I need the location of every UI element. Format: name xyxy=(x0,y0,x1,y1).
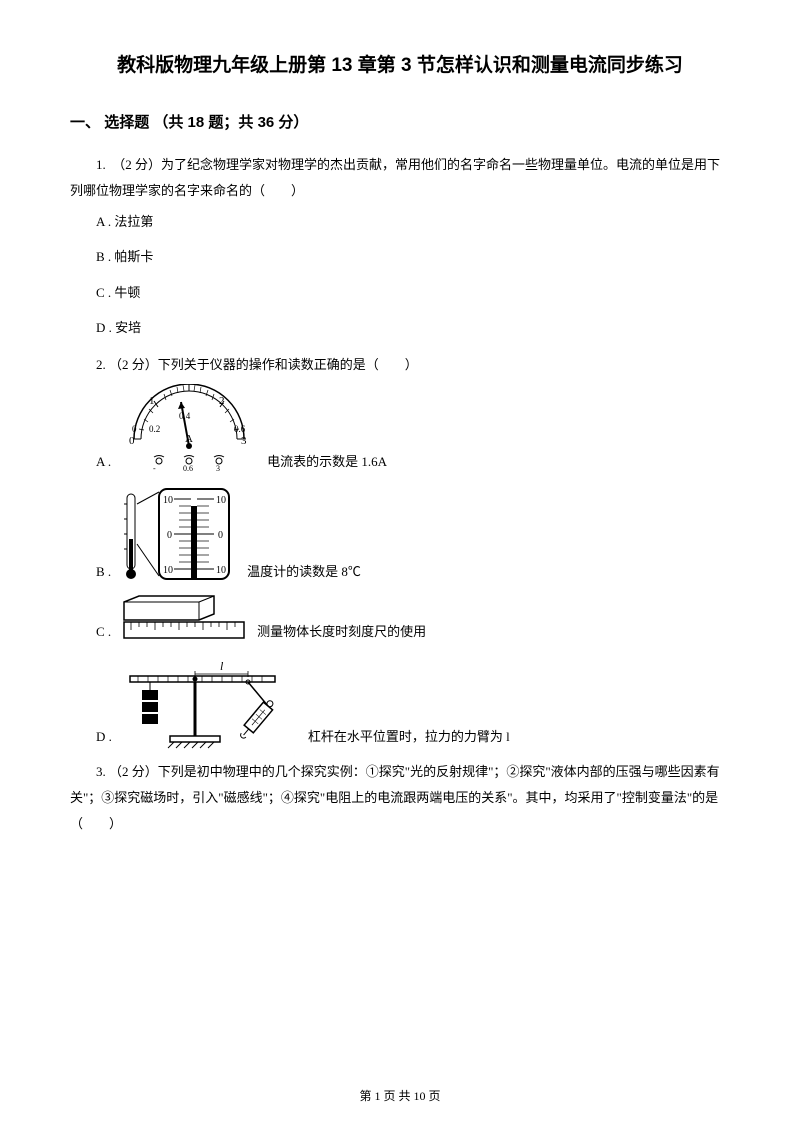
question-1-text: 为了纪念物理学家对物理学的杰出贡献，常用他们的名字命名一些物理量单位。电流的单位… xyxy=(70,157,720,198)
q2-option-d: D . xyxy=(70,654,730,749)
thermometer-icon: 10 10 0 0 10 10 xyxy=(119,484,239,584)
svg-text:0: 0 xyxy=(129,435,135,447)
svg-text:0.2: 0.2 xyxy=(149,424,160,434)
q2-option-b-text: 温度计的读数是 8℃ xyxy=(247,561,361,584)
q1-option-c: C . 牛顿 xyxy=(70,281,730,304)
question-1: 1. （2 分）为了纪念物理学家对物理学的杰出贡献，常用他们的名字命名一些物理量… xyxy=(70,152,730,204)
q2-option-a-label: A . xyxy=(96,454,111,474)
q2-option-c-text: 测量物体长度时刻度尺的使用 xyxy=(257,621,426,644)
svg-text:-: - xyxy=(153,464,156,473)
question-1-prefix: 1. （2 分） xyxy=(96,157,161,172)
q2-option-d-text: 杠杆在水平位置时，拉力的力臂为 l xyxy=(308,726,510,749)
q1-option-b: B . 帕斯卡 xyxy=(70,245,730,268)
question-3: 3. （2 分）下列是初中物理中的几个探究实例：①探究"光的反射规律"；②探究"… xyxy=(70,759,730,837)
section-detail: （共 18 题；共 36 分） xyxy=(153,114,308,131)
ruler-icon xyxy=(119,594,249,644)
svg-text:10: 10 xyxy=(163,495,173,506)
section-number: 一、 xyxy=(70,114,100,131)
page-title: 教科版物理九年级上册第 13 章第 3 节怎样认识和测量电流同步练习 xyxy=(70,50,730,77)
q1-option-a: A . 法拉第 xyxy=(70,210,730,233)
svg-text:0: 0 xyxy=(132,424,137,434)
q2-option-d-label: D . xyxy=(96,729,112,749)
section-header: 一、 选择题 （共 18 题；共 36 分） xyxy=(70,111,730,132)
section-name: 选择题 xyxy=(104,114,149,131)
q2-option-b-label: B . xyxy=(96,564,111,584)
svg-text:0: 0 xyxy=(167,530,172,541)
q1-option-d: D . 安培 xyxy=(70,316,730,339)
svg-text:0: 0 xyxy=(218,530,223,541)
question-3-prefix: 3. （2 分） xyxy=(96,764,158,779)
svg-text:10: 10 xyxy=(216,565,226,576)
svg-text:A: A xyxy=(185,433,193,445)
svg-text:2: 2 xyxy=(219,395,225,407)
svg-text:10: 10 xyxy=(163,565,173,576)
question-2: 2. （2 分）下列关于仪器的操作和读数正确的是（ ） xyxy=(70,352,730,378)
question-2-prefix: 2. （2 分） xyxy=(96,357,158,372)
svg-text:l: l xyxy=(220,659,224,673)
page-footer: 第 1 页 共 10 页 xyxy=(0,1087,800,1104)
q2-option-b: B . xyxy=(70,484,730,584)
lever-icon: l xyxy=(120,654,300,749)
q2-option-a: A . 0 1 2 3 xyxy=(70,384,730,474)
svg-text:3: 3 xyxy=(216,464,220,473)
question-2-text: 下列关于仪器的操作和读数正确的是（ ） xyxy=(158,357,418,372)
svg-text:0.6: 0.6 xyxy=(234,424,246,434)
q2-option-c: C . 测量物体长度时刻度尺的使用 xyxy=(70,594,730,644)
svg-text:0.6: 0.6 xyxy=(183,464,193,473)
question-3-text: 下列是初中物理中的几个探究实例：①探究"光的反射规律"；②探究"液体内部的压强与… xyxy=(70,764,720,831)
ammeter-icon: 0 1 2 3 0.2 0.4 0.6 0 A - 0.6 3 xyxy=(119,384,259,474)
q2-option-a-text: 电流表的示数是 1.6A xyxy=(267,451,387,474)
svg-text:3: 3 xyxy=(241,435,247,447)
svg-text:1: 1 xyxy=(149,395,155,407)
svg-text:10: 10 xyxy=(216,495,226,506)
q2-option-c-label: C . xyxy=(96,624,111,644)
